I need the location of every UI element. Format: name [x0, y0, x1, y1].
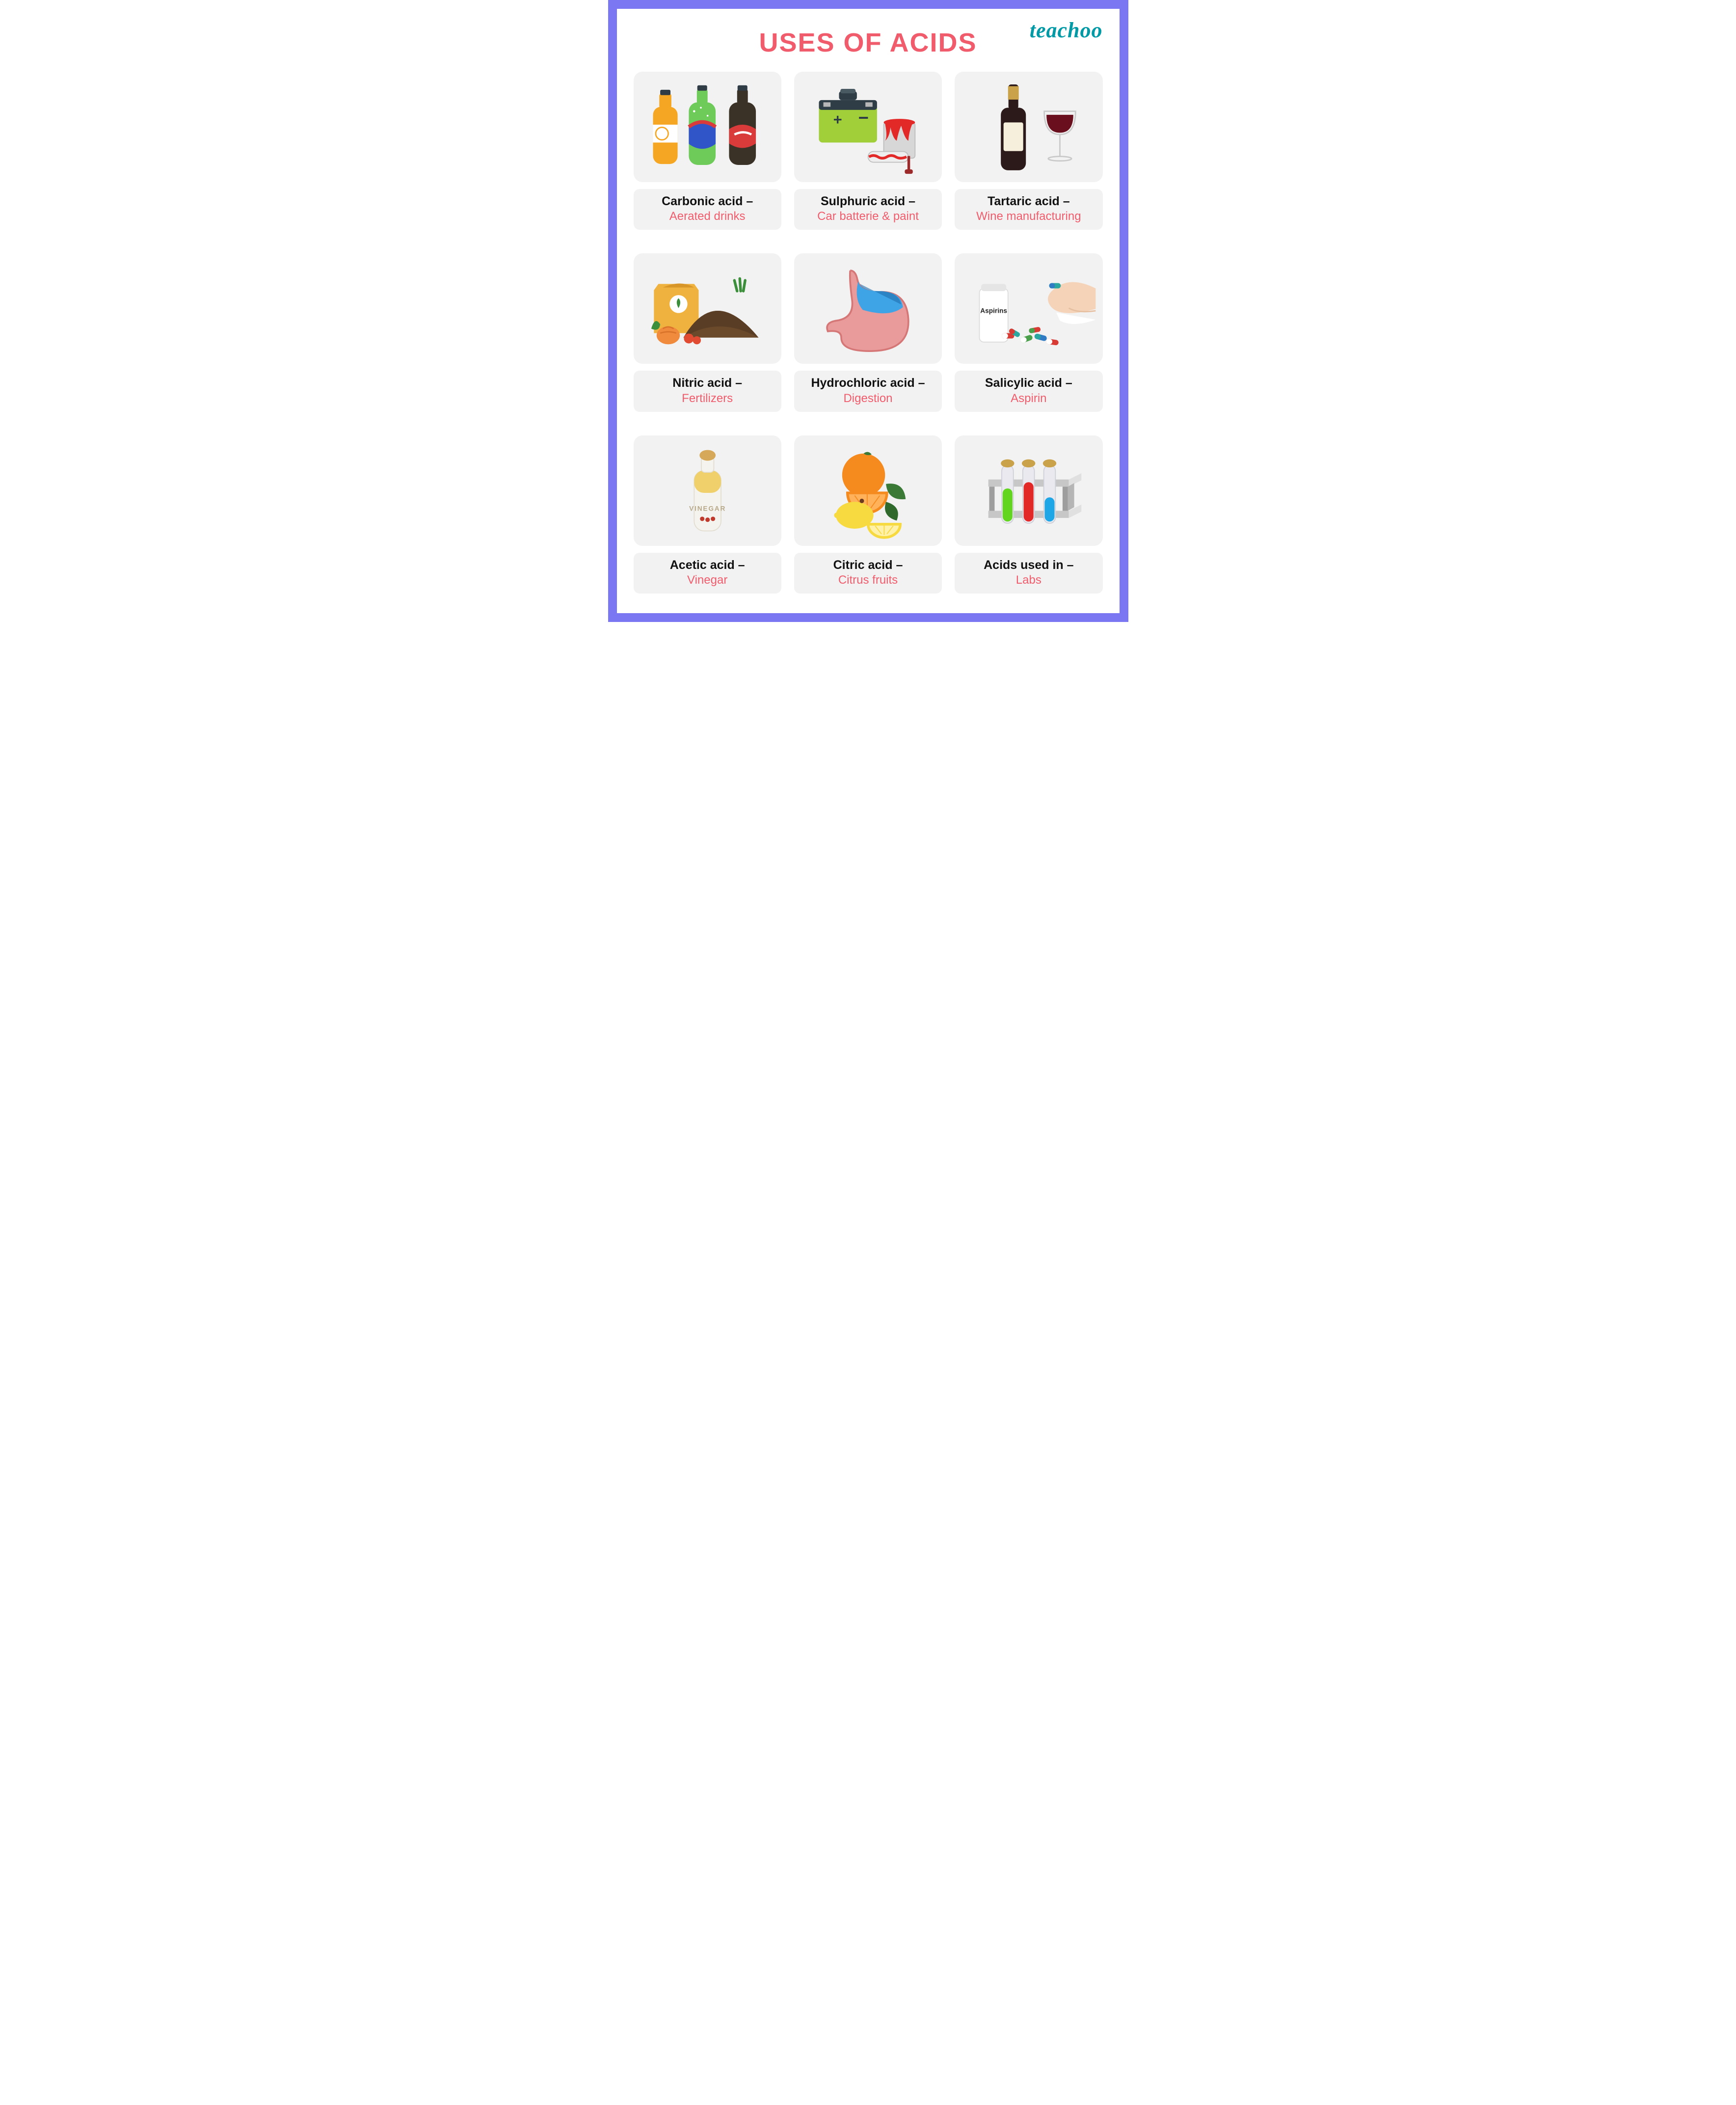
cell-acetic: VINEGAR Acetic acid – Vinegar	[634, 435, 781, 594]
acid-name: Tartaric acid –	[959, 194, 1098, 209]
acid-name: Salicylic acid –	[959, 376, 1098, 391]
cell-tartaric: Tartaric acid – Wine manufacturing	[955, 72, 1102, 230]
wine-icon	[955, 72, 1102, 182]
acid-use: Digestion	[798, 391, 938, 406]
acid-name: Acids used in –	[959, 558, 1098, 573]
caption-salicylic: Salicylic acid – Aspirin	[955, 371, 1102, 411]
acid-use: Labs	[959, 573, 1098, 588]
acid-use: Aerated drinks	[638, 209, 777, 224]
caption-nitric: Nitric acid – Fertilizers	[634, 371, 781, 411]
caption-sulphuric: Sulphuric acid – Car batterie & paint	[794, 189, 942, 230]
acid-use: Vinegar	[638, 573, 777, 588]
cell-citric: Citric acid – Citrus fruits	[794, 435, 942, 594]
cell-salicylic: Aspirins	[955, 253, 1102, 411]
acid-name: Nitric acid –	[638, 376, 777, 391]
cell-nitric: Nitric acid – Fertilizers	[634, 253, 781, 411]
caption-hydrochloric: Hydrochloric acid – Digestion	[794, 371, 942, 411]
infographic-frame: teachoo USES OF ACIDS	[608, 0, 1128, 622]
acid-use: Aspirin	[959, 391, 1098, 406]
acid-use: Citrus fruits	[798, 573, 938, 588]
fertilizer-icon	[634, 253, 781, 364]
acid-use: Car batterie & paint	[798, 209, 938, 224]
cell-carbonic: Carbonic acid – Aerated drinks	[634, 72, 781, 230]
battery-paint-icon: + −	[794, 72, 942, 182]
caption-tartaric: Tartaric acid – Wine manufacturing	[955, 189, 1102, 230]
acid-name: Carbonic acid –	[638, 194, 777, 209]
caption-carbonic: Carbonic acid – Aerated drinks	[634, 189, 781, 230]
cell-sulphuric: + − Sulphuric acid – Car batterie & pain…	[794, 72, 942, 230]
caption-citric: Citric acid – Citrus fruits	[794, 553, 942, 594]
stomach-icon	[794, 253, 942, 364]
caption-labs: Acids used in – Labs	[955, 553, 1102, 594]
aspirin-icon: Aspirins	[955, 253, 1102, 364]
acid-name: Citric acid –	[798, 558, 938, 573]
bottle-label: VINEGAR	[689, 505, 726, 512]
grid-container: Carbonic acid – Aerated drinks + −	[634, 72, 1103, 594]
vinegar-icon: VINEGAR	[634, 435, 781, 546]
acid-name: Acetic acid –	[638, 558, 777, 573]
soda-bottles-icon	[634, 72, 781, 182]
bottle-label: Aspirins	[980, 307, 1007, 315]
cell-hydrochloric: Hydrochloric acid – Digestion	[794, 253, 942, 411]
cell-labs: Acids used in – Labs	[955, 435, 1102, 594]
acid-name: Sulphuric acid –	[798, 194, 938, 209]
acid-name: Hydrochloric acid –	[798, 376, 938, 391]
brand-logo: teachoo	[1030, 18, 1103, 43]
svg-text:+: +	[833, 111, 842, 128]
acid-use: Wine manufacturing	[959, 209, 1098, 224]
svg-text:−: −	[858, 108, 868, 128]
acid-use: Fertilizers	[638, 391, 777, 406]
citrus-icon	[794, 435, 942, 546]
test-tubes-icon	[955, 435, 1102, 546]
caption-acetic: Acetic acid – Vinegar	[634, 553, 781, 594]
